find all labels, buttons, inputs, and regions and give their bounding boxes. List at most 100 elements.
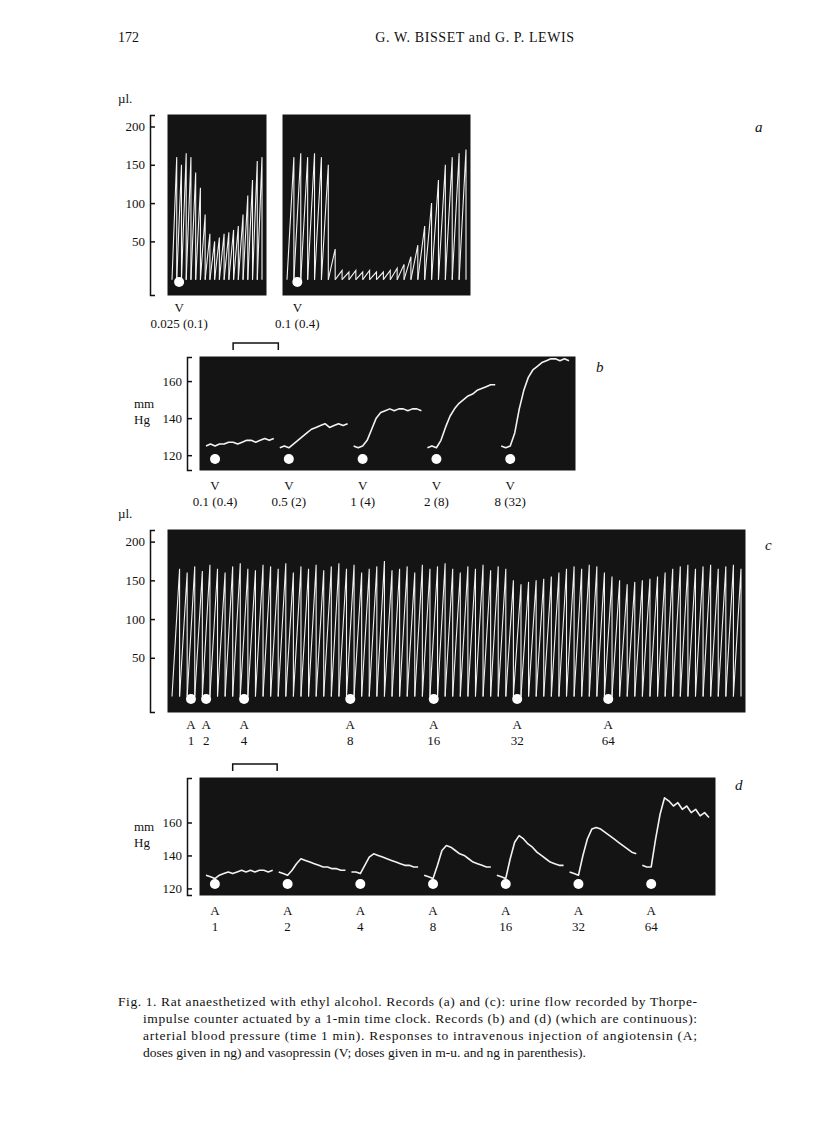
counter-tooth	[574, 569, 582, 697]
y-axis: 50100150200	[126, 531, 156, 713]
record-frame	[283, 115, 470, 295]
panel-letter: a	[755, 119, 763, 135]
counter-tooth	[650, 576, 658, 696]
injection-label: A	[646, 903, 656, 918]
tick-label: 50	[132, 234, 145, 249]
tick: 100	[126, 196, 156, 211]
caption-line: doses given in ng) and vasopressin (V; d…	[143, 1045, 586, 1060]
injection-dose: 0.5 (2)	[272, 494, 307, 509]
record-frame	[200, 778, 715, 895]
tick-label: 150	[126, 157, 146, 172]
pressure-traces	[206, 798, 709, 879]
tick-mark	[150, 658, 155, 660]
injection-label: A	[186, 717, 196, 732]
counter-tooth	[301, 569, 309, 697]
counter-tooth	[635, 580, 643, 696]
injection-label: A	[346, 717, 356, 732]
counter-tooth	[342, 272, 349, 280]
counter-tooth	[187, 566, 195, 696]
counter-tooth	[377, 561, 385, 697]
counter-tooth	[200, 215, 205, 280]
tick: 150	[126, 157, 156, 172]
axis-line	[188, 779, 193, 896]
counter-tooth	[253, 161, 258, 280]
injection-dose: 2 (8)	[424, 494, 449, 509]
injection-label: A	[512, 717, 522, 732]
counter-tooth	[377, 272, 384, 280]
injection-label: A	[604, 717, 614, 732]
counter-tooth	[430, 566, 438, 696]
counter-tooth	[181, 153, 186, 279]
counter-tooth	[658, 573, 666, 697]
counter-tooth	[620, 584, 628, 696]
injection-dose: 16	[427, 733, 441, 748]
counter-tooth	[234, 226, 239, 280]
tick-mark	[150, 203, 155, 205]
counter-tooth	[293, 566, 301, 696]
counter-tooth	[248, 570, 256, 696]
counter-tooth	[369, 566, 377, 696]
tick: 120	[163, 881, 193, 896]
pressure-trace	[351, 854, 418, 874]
pressure-trace	[206, 439, 274, 446]
running-head: G. W. BISSET and G. P. LEWIS	[375, 30, 574, 45]
counter-tooth	[390, 268, 397, 279]
counter-tooth	[551, 573, 559, 697]
injection-marker	[210, 454, 220, 464]
counter-tooth	[475, 565, 483, 697]
injection-dose: 4	[357, 919, 364, 934]
counter-tooth	[225, 566, 233, 696]
tick-mark	[187, 418, 192, 420]
counter-tooth	[339, 569, 347, 697]
counter-tooth	[309, 565, 317, 697]
injection-label: A	[210, 903, 220, 918]
counter-tooth	[238, 215, 243, 280]
counter-tooth	[418, 226, 425, 280]
injection-marker	[186, 694, 196, 704]
tick-label: 160	[163, 815, 183, 830]
tick: 160	[163, 815, 193, 830]
counter-tooth	[483, 570, 491, 696]
tick-mark	[187, 888, 192, 890]
injection-label: V	[293, 300, 303, 315]
time-bar	[233, 343, 278, 350]
y-axis: 50100150200	[126, 116, 156, 296]
counter-tooth	[597, 573, 605, 697]
injection-dose: 32	[511, 733, 524, 748]
counter-tooth	[726, 565, 734, 697]
counter-tooth	[604, 576, 612, 696]
tick-label: 160	[163, 374, 183, 389]
counter-tooth	[315, 157, 322, 280]
counter-tooth	[407, 573, 415, 697]
counter-tooth	[210, 569, 218, 697]
counter-tooth	[229, 230, 234, 280]
counter-tooth	[383, 270, 390, 279]
counter-tooth	[257, 157, 262, 280]
pressure-trace	[642, 798, 709, 867]
counter-tooth	[224, 232, 229, 279]
pressure-trace	[280, 424, 348, 448]
injection-marker	[239, 694, 249, 704]
counter-tooth	[397, 264, 404, 279]
axis-line	[151, 116, 156, 296]
counter-tooth	[695, 566, 703, 696]
counter-tooth	[301, 157, 308, 280]
injection-dose: 16	[499, 919, 513, 934]
counter-tooth	[195, 571, 203, 696]
panel-letter: b	[596, 359, 604, 375]
counter-tooth	[415, 565, 423, 697]
counter-tooth	[363, 270, 370, 279]
injection-marker	[358, 454, 368, 464]
time-bar	[233, 764, 277, 771]
tick-mark	[150, 580, 155, 582]
counter-tooth	[544, 576, 552, 696]
counter-tooth	[688, 569, 696, 697]
panel-letter: d	[735, 777, 743, 793]
pressure-trace	[497, 836, 564, 879]
tick-label: 120	[163, 881, 183, 896]
injection-dose: 8	[430, 919, 437, 934]
axis-line	[188, 358, 193, 471]
counter-tooth	[218, 573, 226, 697]
counter-tooth	[172, 157, 177, 280]
caption-line: impulse counter actuated by a 1-min time…	[143, 1011, 697, 1026]
